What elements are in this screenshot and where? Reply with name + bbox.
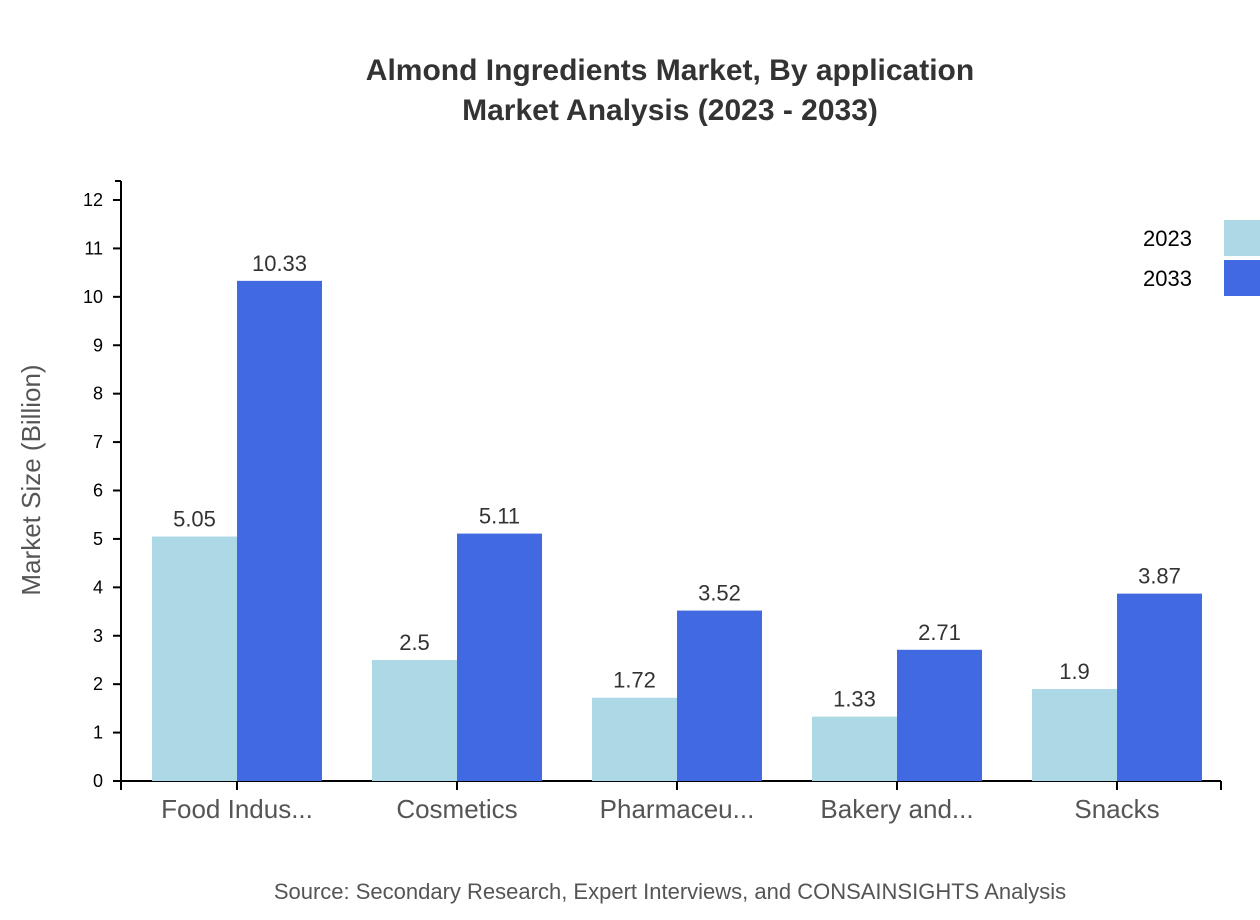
x-tick-label-3: Bakery and... xyxy=(820,794,973,824)
y-tick-label-5: 5 xyxy=(93,529,103,549)
y-tick-label-8: 8 xyxy=(93,384,103,404)
legend-swatch-2023 xyxy=(1224,220,1260,256)
chart-title-line-1: Almond Ingredients Market, By applicatio… xyxy=(366,54,974,87)
value-label-2023-4: 1.9 xyxy=(1059,659,1090,684)
y-tick-label-4: 4 xyxy=(93,577,103,597)
value-label-2033-3: 2.71 xyxy=(918,620,961,645)
value-label-2023-0: 5.05 xyxy=(173,506,216,531)
bar-2023-2 xyxy=(592,697,677,781)
y-tick-label-0: 0 xyxy=(93,771,103,791)
x-tick-label-0: Food Indus... xyxy=(161,794,313,824)
value-label-2033-0: 10.33 xyxy=(252,251,307,276)
x-tick-label-1: Cosmetics xyxy=(396,794,517,824)
legend-label-2023: 2023 xyxy=(1143,226,1192,251)
bar-2033-4 xyxy=(1117,593,1202,781)
bar-2033-1 xyxy=(457,533,542,781)
value-label-2033-1: 5.11 xyxy=(479,504,520,529)
y-axis-title: Market Size (Billion) xyxy=(16,364,46,595)
bar-2023-3 xyxy=(812,716,897,781)
x-tick-label-4: Snacks xyxy=(1074,794,1159,824)
bar-2023-0 xyxy=(152,536,237,781)
y-tick-label-7: 7 xyxy=(93,432,103,452)
y-tick-label-3: 3 xyxy=(93,626,103,646)
value-label-2023-1: 2.5 xyxy=(399,630,430,655)
value-labels: 5.05 10.33 2.5 5.11 1.72 3.52 1.33 2.71 1.9 3.87 xyxy=(173,251,1181,712)
legend-label-2033: 2033 xyxy=(1143,266,1192,291)
y-tick-label-9: 9 xyxy=(93,335,103,355)
y-tick-label-2: 2 xyxy=(93,674,103,694)
bar-2023-1 xyxy=(372,659,457,781)
legend: 2023 2033 xyxy=(1143,220,1260,296)
bars xyxy=(152,280,1202,781)
chart-title-line-2: Market Analysis (2023 - 2033) xyxy=(462,94,878,127)
y-tick-label-12: 12 xyxy=(83,190,103,210)
x-axis: Food Indus... Cosmetics Pharmaceu... Bakery… xyxy=(120,780,1222,824)
bar-2023-4 xyxy=(1032,689,1117,781)
value-label-2023-2: 1.72 xyxy=(613,668,656,693)
source-note: Source: Secondary Research, Expert Inter… xyxy=(274,879,1066,904)
value-label-2033-2: 3.52 xyxy=(698,581,741,606)
x-tick-label-2: Pharmaceu... xyxy=(600,794,755,824)
value-label-2033-4: 3.87 xyxy=(1138,564,1181,589)
bar-2033-3 xyxy=(897,649,982,781)
y-tick-label-1: 1 xyxy=(93,723,103,743)
y-tick-label-6: 6 xyxy=(93,481,103,501)
y-tick-label-10: 10 xyxy=(83,287,103,307)
bar-2033-0 xyxy=(237,280,322,781)
legend-swatch-2033 xyxy=(1224,260,1260,296)
value-label-2023-3: 1.33 xyxy=(833,687,876,712)
bar-2033-2 xyxy=(677,610,762,781)
y-tick-label-11: 11 xyxy=(84,238,103,258)
